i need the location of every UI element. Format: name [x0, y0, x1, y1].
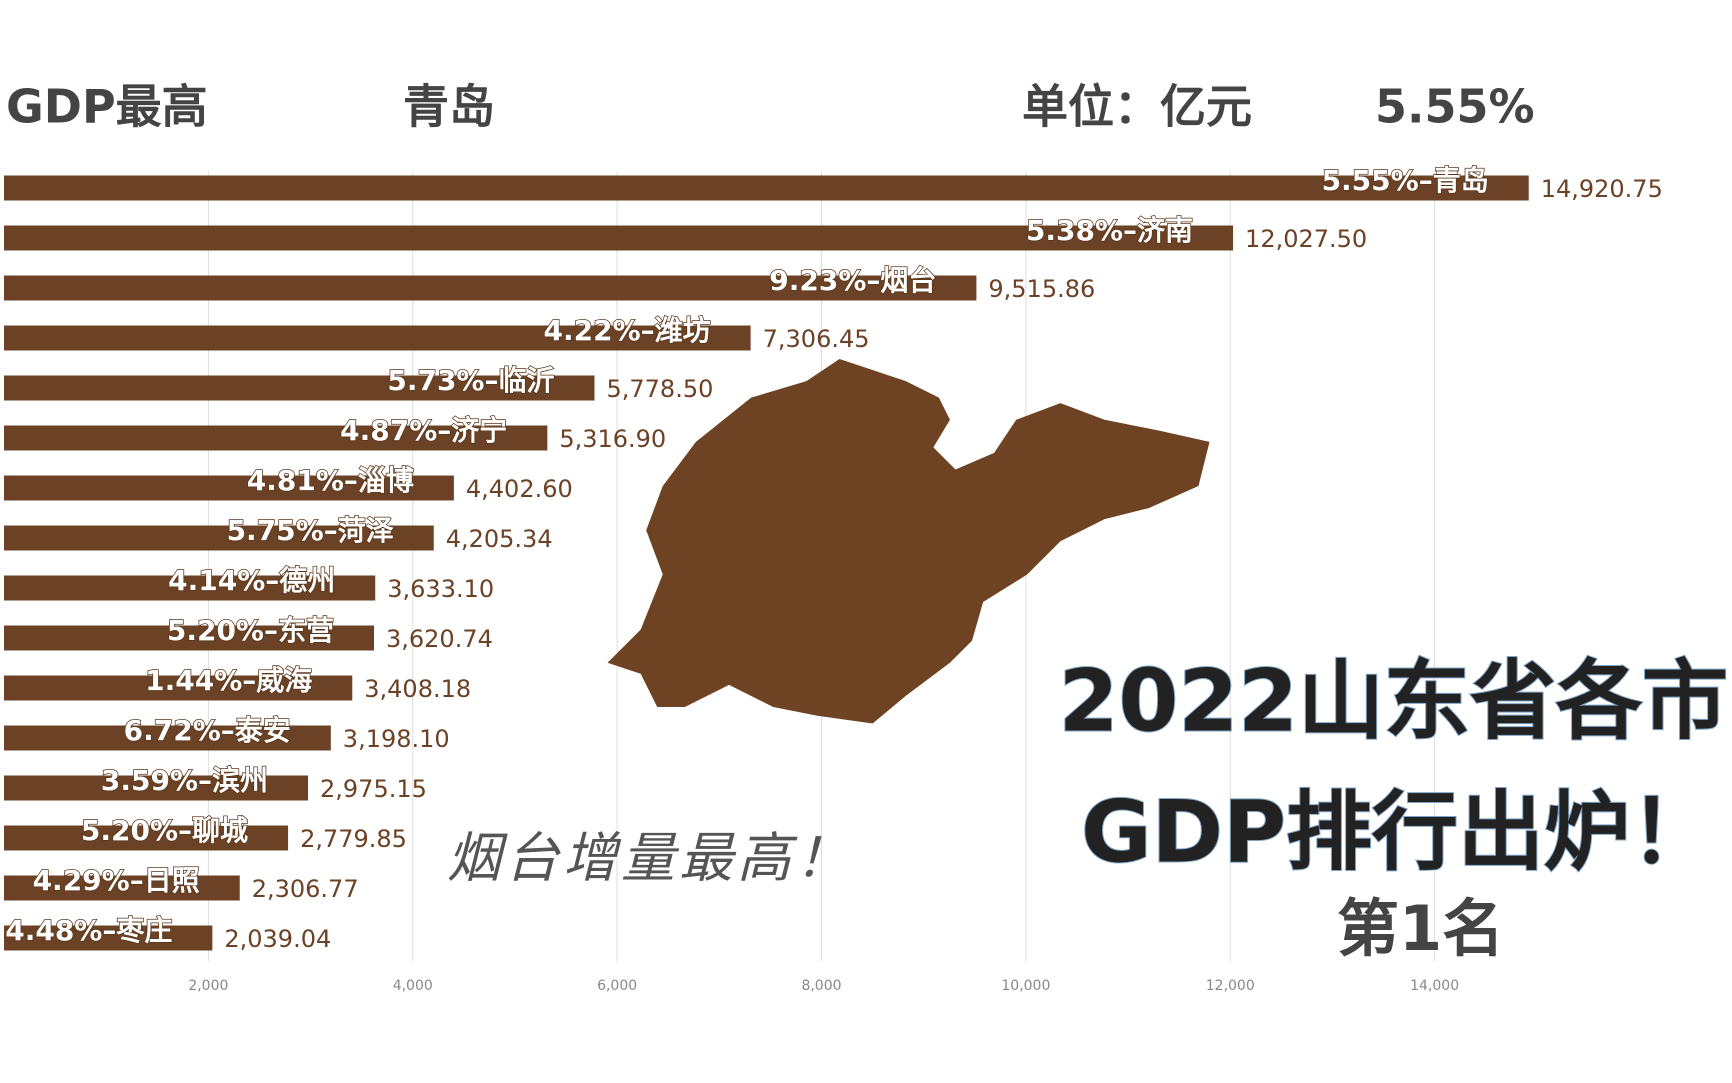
bar-label: 3.59%–滨州 — [101, 764, 268, 797]
bar — [4, 575, 376, 601]
value-label: 12,027.50 — [1245, 225, 1367, 253]
bar — [4, 825, 289, 851]
value-label: 2,975.15 — [320, 775, 427, 803]
header-leader: 青岛 — [403, 80, 495, 134]
bar — [4, 225, 1234, 251]
bar — [4, 375, 595, 401]
bar — [4, 625, 374, 651]
bar — [4, 275, 977, 301]
shandong-map — [607, 358, 1210, 724]
annotation: 烟台增量最高！ — [447, 827, 853, 890]
bar — [4, 875, 240, 901]
bar — [4, 175, 1529, 201]
value-label: 4,402.60 — [466, 475, 573, 503]
value-label: 5,316.90 — [559, 425, 666, 453]
header-label: GDP最高 — [6, 80, 208, 134]
bar — [4, 775, 309, 801]
rank-label: 第1名 — [1337, 892, 1504, 965]
bar-label: 4.14%–德州 — [168, 564, 335, 597]
value-label: 3,620.74 — [386, 625, 493, 653]
x-tick-label: 12,000 — [1206, 978, 1255, 994]
subtitle: GDP排行出炉！ — [1081, 782, 1716, 882]
bar-label: 5.73%–临沂 — [387, 364, 554, 397]
bar-label: 4.22%–潍坊 — [543, 314, 710, 347]
value-label: 2,779.85 — [300, 825, 407, 853]
value-label: 9,515.86 — [988, 275, 1095, 303]
x-tick-label: 2,000 — [188, 978, 228, 994]
bar — [4, 725, 331, 751]
header-rate: 5.55% — [1375, 80, 1535, 134]
x-tick-label: 4,000 — [393, 978, 433, 994]
x-tick-label: 8,000 — [801, 978, 841, 994]
bar-label: 4.29%–日照 — [33, 864, 200, 897]
bar-label: 6.72%–泰安 — [124, 714, 291, 747]
bar — [4, 475, 454, 501]
x-tick-label: 10,000 — [1001, 978, 1050, 994]
unit: 单位：亿元 — [1022, 80, 1252, 134]
bar-label: 5.55%–青岛 — [1322, 164, 1489, 197]
value-label: 5,778.50 — [606, 375, 713, 403]
value-label: 3,198.10 — [343, 725, 450, 753]
x-tick-label: 6,000 — [597, 978, 637, 994]
value-label: 14,920.75 — [1541, 175, 1663, 203]
bar-label: 4.48%–枣庄 — [5, 914, 172, 947]
value-label: 2,039.04 — [224, 925, 331, 953]
bar-label: 4.81%–淄博 — [247, 464, 414, 497]
bar-label: 5.75%–菏泽 — [227, 514, 394, 547]
value-label: 4,205.34 — [446, 525, 553, 553]
bar — [4, 425, 548, 451]
value-label: 7,306.45 — [763, 325, 870, 353]
bar-label: 4.87%–济宁 — [340, 414, 507, 447]
value-label: 3,408.18 — [364, 675, 471, 703]
bar — [4, 525, 434, 551]
bar-label: 5.20%–东营 — [167, 614, 334, 647]
bar-label: 5.38%–济南 — [1026, 214, 1193, 247]
bar-label: 1.44%–威海 — [145, 664, 312, 697]
bar — [4, 325, 751, 351]
value-label: 3,633.10 — [387, 575, 494, 603]
bar-label: 5.20%–聊城 — [81, 814, 248, 847]
bar — [4, 925, 213, 951]
bar-label: 9.23%–烟台 — [769, 264, 936, 297]
bar-layer: 5.55%–青岛 14,920.75 5.38%–济南 12,027.50 9.23%–… — [4, 163, 1663, 953]
bar — [4, 675, 353, 701]
map-decoration — [607, 358, 1210, 724]
title: 2022山东省各市 — [1059, 651, 1728, 751]
value-label: 2,306.77 — [252, 875, 359, 903]
x-tick-label: 14,000 — [1410, 978, 1459, 994]
